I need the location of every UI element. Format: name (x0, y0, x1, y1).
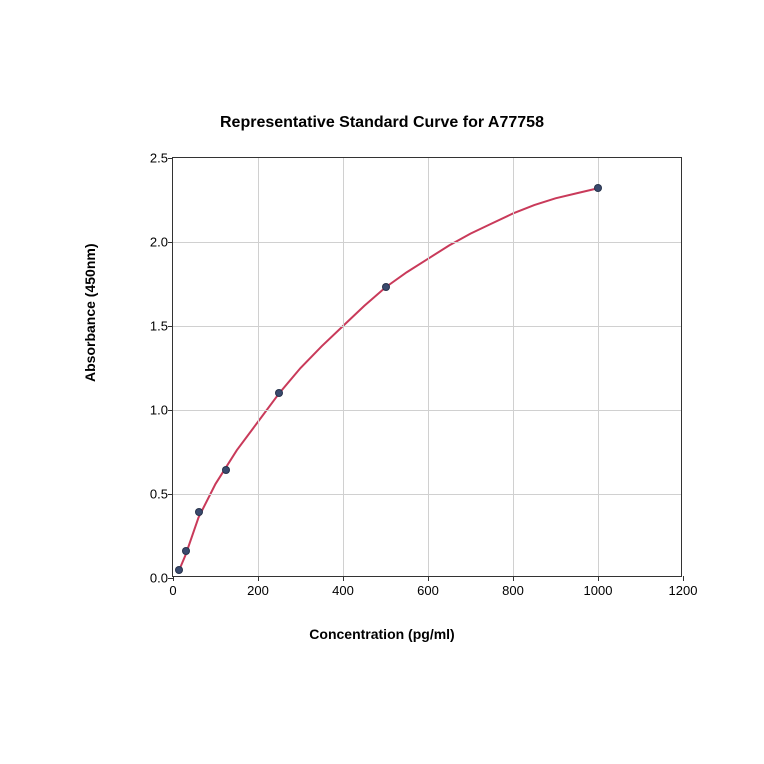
x-axis-label: Concentration (pg/ml) (62, 626, 702, 642)
chart-container: Representative Standard Curve for A77758… (62, 62, 702, 702)
x-tick-mark (258, 576, 259, 581)
data-point (382, 283, 390, 291)
x-tick-label: 600 (417, 583, 439, 598)
x-tick-mark (683, 576, 684, 581)
y-tick-label: 0.5 (123, 487, 168, 502)
y-tick-label: 1.5 (123, 319, 168, 334)
x-tick-mark (598, 576, 599, 581)
data-point (182, 547, 190, 555)
y-tick-mark (168, 494, 173, 495)
y-tick-mark (168, 158, 173, 159)
data-point (195, 508, 203, 516)
y-axis-label: Absorbance (450nm) (82, 244, 98, 382)
plot-area: 0200400600800100012000.00.51.01.52.02.5 (172, 157, 682, 577)
grid-line-horizontal (173, 410, 681, 411)
data-point (175, 566, 183, 574)
y-tick-label: 0.0 (123, 571, 168, 586)
grid-line-horizontal (173, 494, 681, 495)
x-tick-label: 1200 (669, 583, 698, 598)
data-point (594, 184, 602, 192)
y-tick-mark (168, 578, 173, 579)
x-tick-mark (173, 576, 174, 581)
curve-svg (173, 158, 681, 576)
y-tick-label: 2.0 (123, 235, 168, 250)
data-point (222, 466, 230, 474)
grid-line-vertical (343, 158, 344, 576)
grid-line-vertical (513, 158, 514, 576)
fitted-curve (179, 188, 598, 569)
x-tick-label: 400 (332, 583, 354, 598)
y-tick-label: 2.5 (123, 151, 168, 166)
x-tick-label: 1000 (584, 583, 613, 598)
x-tick-mark (428, 576, 429, 581)
x-tick-label: 200 (247, 583, 269, 598)
grid-line-vertical (258, 158, 259, 576)
x-tick-label: 0 (169, 583, 176, 598)
x-tick-mark (343, 576, 344, 581)
chart-title: Representative Standard Curve for A77758 (62, 114, 702, 132)
grid-line-horizontal (173, 326, 681, 327)
grid-line-horizontal (173, 242, 681, 243)
x-tick-label: 800 (502, 583, 524, 598)
y-tick-mark (168, 410, 173, 411)
y-tick-mark (168, 326, 173, 327)
y-tick-mark (168, 242, 173, 243)
grid-line-vertical (598, 158, 599, 576)
y-tick-label: 1.0 (123, 403, 168, 418)
data-point (275, 389, 283, 397)
x-tick-mark (513, 576, 514, 581)
grid-line-vertical (428, 158, 429, 576)
